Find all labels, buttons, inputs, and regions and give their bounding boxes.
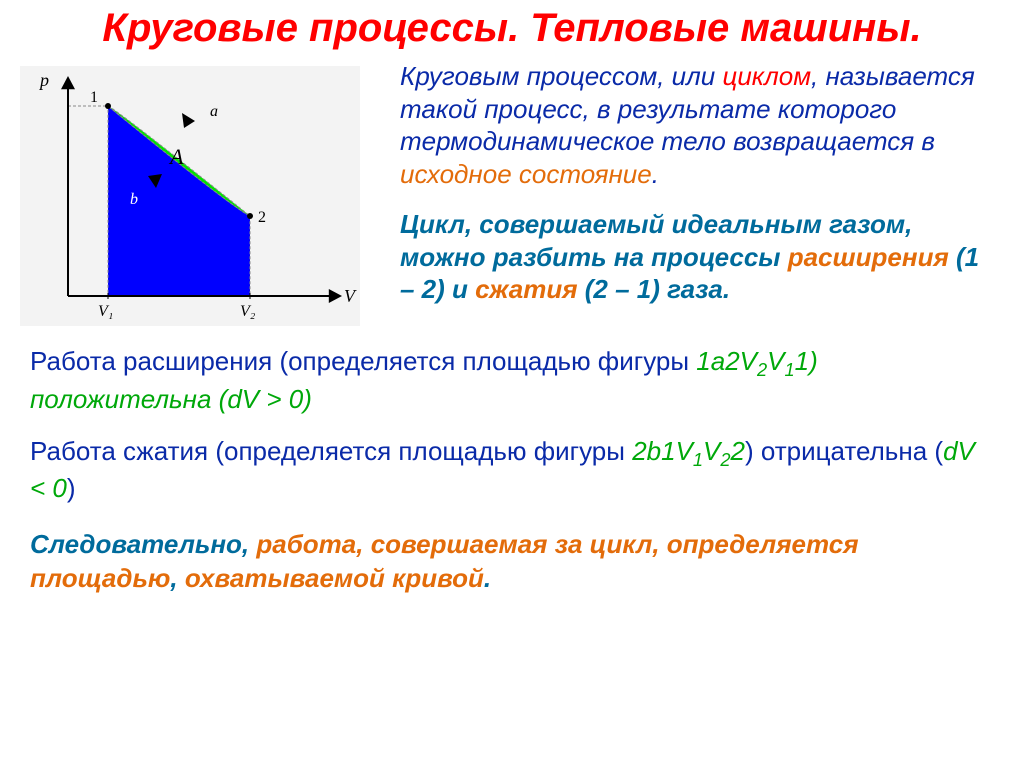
svg-text:V₁: V₁	[98, 303, 113, 320]
ew-close: )	[809, 346, 818, 376]
ew-figure: 1a2V2V11	[696, 346, 809, 376]
conclusion-line: Следовательно, работа, совершаемая за ци…	[30, 528, 994, 596]
svg-text:1: 1	[90, 89, 98, 106]
definition-text: Круговым процессом, или циклом, называет…	[400, 60, 994, 190]
ew-close2: )	[303, 384, 312, 414]
compression-work-line: Работа сжатия (определяется площадью фиг…	[30, 435, 994, 507]
cw-close2: )	[67, 473, 76, 503]
cw-close: ) отрицательна (	[745, 436, 943, 466]
def-pre: Круговым процессом, или	[400, 61, 722, 91]
con-mid: ,	[170, 563, 184, 593]
cs-end: газа.	[660, 274, 730, 304]
def-cycle: циклом	[722, 61, 811, 91]
definition-block: Круговым процессом, или циклом, называет…	[400, 56, 1024, 306]
con-end: .	[484, 563, 491, 593]
cw-label: Работа сжатия	[30, 436, 215, 466]
svg-text:p: p	[38, 70, 49, 90]
cs-expansion: расширения	[788, 242, 949, 272]
ew-positive: положительна (	[30, 384, 227, 414]
def-end: .	[652, 159, 659, 189]
svg-text:A: A	[168, 144, 184, 169]
cs-ideal: совершаемый идеальным газом	[479, 209, 905, 239]
page-title: Круговые процессы. Тепловые машины.	[0, 0, 1024, 52]
ew-paren: (определяется площадью фигуры	[279, 346, 696, 376]
cw-paren: (определяется площадью фигуры	[215, 436, 632, 466]
svg-text:V₂: V₂	[240, 303, 256, 320]
con-curve: охватываемой кривой	[185, 563, 484, 593]
pv-diagram: pV12abAV₁V₂	[20, 66, 360, 326]
cs-comprange: (2 – 1)	[578, 274, 660, 304]
expansion-work-line: Работа расширения (определяется площадью…	[30, 345, 994, 417]
svg-text:b: b	[130, 191, 138, 208]
con-pre: Следовательно,	[30, 529, 256, 559]
def-initial: исходное состояние	[400, 159, 652, 189]
svg-text:2: 2	[258, 209, 266, 226]
cs-and: и	[445, 274, 475, 304]
cs-compression: сжатия	[475, 274, 577, 304]
svg-text:a: a	[210, 103, 218, 120]
cycle-split-text: Цикл, совершаемый идеальным газом, можно…	[400, 208, 994, 306]
ew-ineq: dV > 0	[227, 384, 303, 414]
ew-label: Работа расширения	[30, 346, 279, 376]
cw-figure: 2b1V1V22	[632, 436, 745, 466]
diagram-container: pV12abAV₁V₂	[0, 56, 400, 331]
cs-pre: Цикл,	[400, 209, 479, 239]
